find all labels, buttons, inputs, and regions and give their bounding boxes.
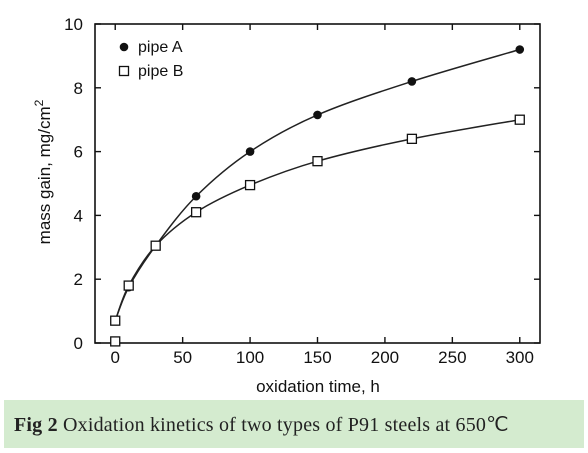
y-axis-label: mass gain, mg/cm2 [32, 99, 54, 244]
x-tick-label: 50 [173, 348, 192, 367]
data-point-series-2 [110, 315, 121, 326]
data-point-series-2 [312, 156, 323, 167]
x-axis-label: oxidation time, h [256, 377, 380, 396]
data-point-series-1 [313, 110, 322, 120]
legend-marker-1 [119, 42, 129, 52]
data-point-series-2 [406, 133, 418, 144]
series-line-1 [114, 48, 520, 321]
legend-label-2: pipe B [138, 63, 183, 80]
x-tick-label: 200 [371, 348, 399, 367]
y-tick-label: 6 [74, 143, 83, 162]
legend: pipe A pipe B [118, 39, 183, 80]
y-tick-label: 2 [74, 270, 83, 289]
figure-label: Fig 2 [14, 414, 58, 436]
oxidation-kinetics-chart: 0 50 100 150 200 250 300 0 2 4 6 8 10 oxidation time… [32, 15, 541, 396]
legend-label-1: pipe A [138, 39, 183, 56]
data-point-series-1 [407, 77, 417, 86]
y-tick-label: 0 [74, 334, 83, 353]
series-curves [114, 48, 520, 321]
legend-marker-2 [118, 65, 130, 77]
x-tick-label: 0 [110, 348, 119, 367]
data-point-series-2 [110, 336, 121, 347]
series-markers [110, 45, 525, 347]
data-point-series-2 [190, 207, 202, 218]
figure-caption-text: Oxidation kinetics of two types of P91 s… [62, 414, 509, 436]
data-point-series-2 [123, 280, 134, 291]
y-tick-label: 8 [74, 79, 83, 98]
x-tick-label: 250 [438, 348, 466, 367]
data-point-series-2 [514, 114, 525, 125]
data-point-series-1 [245, 147, 255, 156]
x-tick-label: 100 [236, 348, 264, 367]
x-tick-label: 150 [303, 348, 331, 367]
x-tick-label: 300 [506, 348, 534, 367]
data-point-series-2 [150, 240, 161, 251]
data-point-series-1 [515, 45, 525, 54]
data-point-series-1 [191, 191, 201, 201]
figure-caption: Fig 2 Oxidation kinetics of two types of… [4, 400, 584, 448]
data-point-series-2 [244, 179, 256, 191]
axes: 0 50 100 150 200 250 300 0 2 4 6 8 10 [64, 15, 541, 367]
y-tick-label: 10 [64, 15, 83, 34]
y-tick-label: 4 [74, 206, 83, 225]
